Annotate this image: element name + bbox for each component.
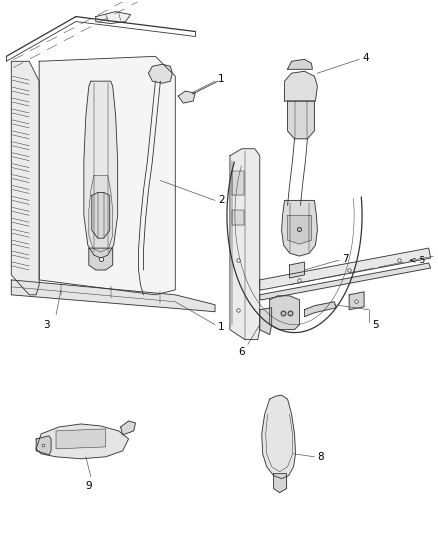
Text: 1: 1 <box>218 321 225 332</box>
Polygon shape <box>39 56 175 295</box>
Polygon shape <box>285 71 318 101</box>
Polygon shape <box>120 421 135 435</box>
Polygon shape <box>282 200 318 256</box>
Text: 3: 3 <box>43 320 49 330</box>
Polygon shape <box>84 81 118 258</box>
Polygon shape <box>260 248 431 290</box>
Polygon shape <box>304 302 336 317</box>
Polygon shape <box>288 215 311 244</box>
Polygon shape <box>92 192 110 238</box>
Polygon shape <box>56 429 106 449</box>
Polygon shape <box>232 211 244 225</box>
Polygon shape <box>260 308 272 335</box>
Text: 5: 5 <box>372 320 378 329</box>
Polygon shape <box>262 395 296 479</box>
Text: 7: 7 <box>342 254 349 264</box>
Polygon shape <box>270 296 300 329</box>
Polygon shape <box>36 424 129 459</box>
Polygon shape <box>11 280 215 312</box>
Polygon shape <box>178 91 195 103</box>
Text: < 5: < 5 <box>409 255 425 264</box>
Polygon shape <box>290 262 304 278</box>
Polygon shape <box>260 263 431 300</box>
Text: 6: 6 <box>239 348 245 358</box>
Text: 4: 4 <box>362 53 369 63</box>
Text: 1: 1 <box>218 74 225 84</box>
Polygon shape <box>36 436 51 455</box>
Polygon shape <box>274 474 286 492</box>
Polygon shape <box>232 171 244 196</box>
Polygon shape <box>288 59 312 69</box>
Polygon shape <box>349 292 364 310</box>
Text: 8: 8 <box>318 452 324 462</box>
Polygon shape <box>148 64 172 83</box>
Text: 9: 9 <box>85 481 92 491</box>
Polygon shape <box>96 12 131 23</box>
Polygon shape <box>11 61 39 295</box>
Text: 2: 2 <box>218 196 225 205</box>
Polygon shape <box>230 149 260 340</box>
Polygon shape <box>288 101 314 139</box>
Polygon shape <box>89 248 113 270</box>
Polygon shape <box>89 175 113 252</box>
